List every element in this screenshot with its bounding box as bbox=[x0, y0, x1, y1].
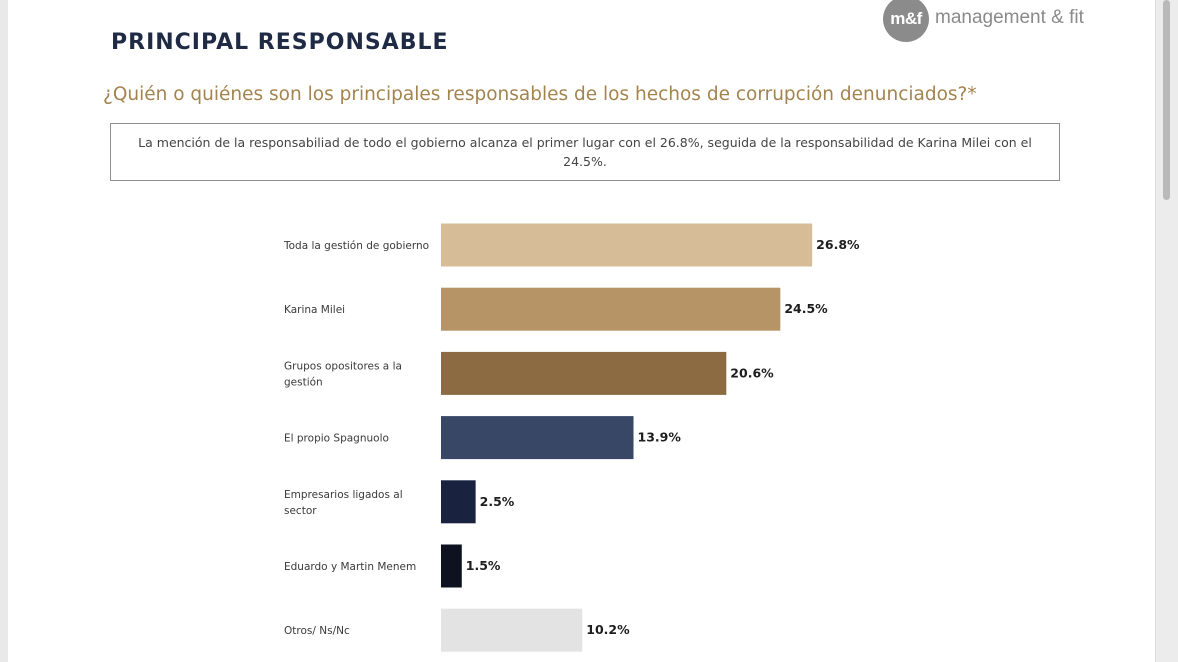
category-label-5: Eduardo y Martin Menem bbox=[284, 561, 416, 573]
scrollbar-track[interactable] bbox=[1155, 0, 1178, 662]
value-label-5: 1.5% bbox=[466, 558, 501, 573]
category-label-1: Karina Milei bbox=[284, 304, 345, 316]
category-label-4: Empresarios ligados al sector bbox=[284, 489, 403, 517]
value-label-1: 24.5% bbox=[784, 301, 828, 316]
value-label-2: 20.6% bbox=[730, 365, 774, 380]
category-label-0: Toda la gestión de gobierno bbox=[283, 240, 429, 252]
bar-3 bbox=[441, 416, 634, 460]
bar-1 bbox=[441, 287, 781, 331]
value-label-4: 2.5% bbox=[480, 494, 515, 509]
bar-4 bbox=[441, 480, 476, 524]
category-label-3: El propio Spagnuolo bbox=[284, 433, 389, 445]
logo-text: management & fit bbox=[935, 7, 1084, 28]
bar-5 bbox=[441, 544, 462, 588]
summary-box: La mención de la responsabiliad de todo … bbox=[110, 123, 1060, 181]
bar-2 bbox=[441, 351, 727, 395]
survey-question: ¿Quién o quiénes son los principales res… bbox=[103, 84, 977, 105]
value-label-0: 26.8% bbox=[816, 237, 860, 252]
value-label-6: 10.2% bbox=[586, 622, 630, 637]
page-title: PRINCIPAL RESPONSABLE bbox=[111, 30, 449, 55]
value-label-3: 13.9% bbox=[638, 430, 682, 445]
window-frame-left bbox=[0, 0, 8, 662]
category-label-2: Grupos opositores a la gestión bbox=[284, 360, 402, 388]
bar-0 bbox=[441, 223, 813, 267]
logo-mark: m&f bbox=[883, 0, 929, 42]
scrollbar-thumb[interactable] bbox=[1163, 0, 1170, 200]
bar-6 bbox=[441, 608, 583, 652]
brand-logo: m&f management & fit bbox=[883, 0, 1084, 42]
category-label-6: Otros/ Ns/Nc bbox=[284, 625, 350, 637]
